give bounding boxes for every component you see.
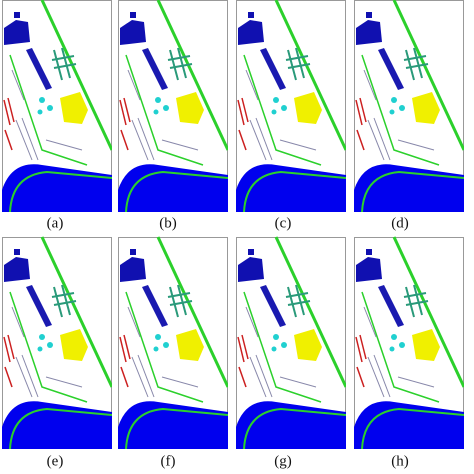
map-h xyxy=(354,236,464,450)
map-d xyxy=(354,0,464,212)
panel-label: (h) xyxy=(391,453,409,469)
map-e xyxy=(2,236,112,450)
map-b xyxy=(118,0,228,212)
map-a xyxy=(2,0,112,212)
map-g xyxy=(236,236,346,450)
map-c xyxy=(236,0,346,212)
map-f xyxy=(118,236,228,450)
panel-label: (f) xyxy=(161,453,176,469)
panel-label: (a) xyxy=(47,215,64,231)
panel-label: (d) xyxy=(391,215,409,231)
panel-label: (g) xyxy=(274,453,292,469)
panel-label: (e) xyxy=(47,453,64,469)
panel-label: (b) xyxy=(159,215,177,231)
panel-label: (c) xyxy=(275,215,292,231)
